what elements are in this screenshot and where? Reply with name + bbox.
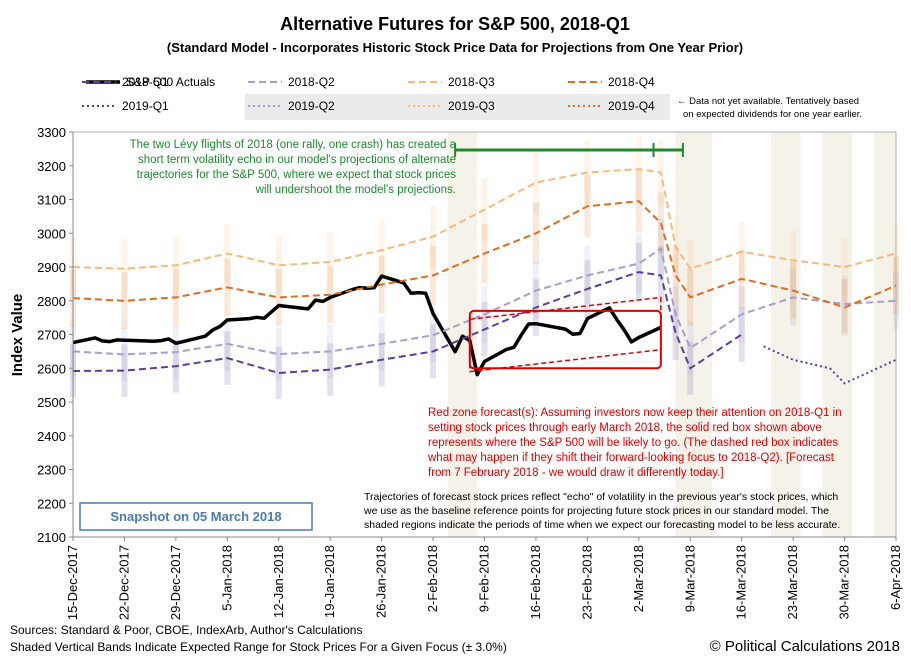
range-band: [275, 235, 282, 295]
footer-bands-note: Shaded Vertical Bands Indicate Expected …: [10, 640, 507, 654]
range-band: [121, 272, 128, 330]
x-tick-label: 22-Dec-2017: [116, 545, 131, 620]
snapshot-box: [79, 502, 313, 531]
legend-entry: 2019-Q3: [448, 99, 495, 113]
series-line-s-p-500-actuals: [72, 274, 662, 377]
x-tick-label: 6-Apr-2018: [888, 545, 903, 610]
range-band: [327, 343, 334, 396]
range-band: [275, 327, 282, 381]
annotation-green-line: The two Lévy flights of 2018 (one rally,…: [130, 139, 457, 151]
y-tick-label: 3100: [37, 193, 66, 208]
annotation-black-line: we use as the baseline reference points …: [363, 505, 829, 517]
x-tick-label: 16-Feb-2018: [528, 545, 543, 619]
x-tick-label: 29-Dec-2017: [168, 545, 183, 620]
range-band: [672, 246, 679, 305]
y-tick-label: 3300: [37, 125, 66, 140]
x-tick-label: 12-Jan-2018: [271, 545, 286, 618]
legend-entry: 2019-Q4: [608, 99, 655, 113]
x-tick-label: 19-Jan-2018: [322, 545, 337, 618]
annotation-green-line: short term volatility echo in our model'…: [138, 154, 456, 166]
x-tick-label: 23-Feb-2018: [579, 545, 594, 619]
annotation-black-line: Trajectories of forecast stock prices re…: [364, 491, 838, 503]
legend-entry: 2018-Q1: [122, 75, 169, 89]
x-tick-label: 30-Mar-2018: [837, 545, 852, 619]
snapshot-label: Snapshot on 05 March 2018: [110, 509, 281, 524]
chart-title: Alternative Futures for S&P 500, 2018-Q1: [280, 14, 630, 34]
annotation-green-line: will undershoot the model's projections.: [255, 184, 456, 196]
annotation-red-line: setting stock prices through early March…: [428, 422, 822, 434]
range-band: [738, 307, 745, 362]
range-band: [532, 150, 539, 215]
y-tick-label: 3000: [37, 226, 66, 241]
footer-copyright: © Political Calculations 2018: [710, 638, 900, 655]
x-tick-label: 15-Dec-2017: [65, 545, 80, 620]
y-axis-label: Index Value: [9, 294, 26, 377]
range-band: [275, 268, 282, 326]
y-tick-label: 3200: [37, 159, 66, 174]
series-line-2018-q3: [72, 168, 897, 270]
legend-entry: 2019-Q2: [288, 99, 335, 113]
series-line-2018-q2: [72, 247, 897, 356]
range-band: [121, 344, 128, 397]
annotation-red-line: represents where the S&P 500 will be lik…: [428, 437, 838, 449]
x-tick-label: 16-Mar-2018: [734, 545, 749, 619]
x-tick-label: 9-Mar-2018: [682, 545, 697, 612]
annotation-red-line: Red zone forecast(s): Assuming investors…: [428, 407, 842, 419]
legend-entry: 2019-Q1: [122, 99, 169, 113]
y-tick-label: 2100: [37, 530, 66, 545]
legend-entry: S&P 500 Actuals: [126, 75, 215, 89]
x-tick-label: 2-Mar-2018: [631, 545, 646, 612]
legend-entry: 2018-Q2: [288, 75, 335, 89]
shaded-region: [873, 132, 896, 537]
legend-note: ← Data not yet available. Tentatively ba…: [677, 96, 859, 107]
range-band: [121, 239, 128, 298]
shaded-region: [771, 132, 801, 537]
range-band: [687, 321, 694, 375]
y-tick-label: 2700: [37, 328, 66, 343]
forecast-box-dashed: [469, 296, 662, 373]
range-band: [327, 232, 334, 292]
y-tick-label: 2400: [37, 429, 66, 444]
x-tick-label: 2-Feb-2018: [425, 545, 440, 612]
y-tick-label: 2800: [37, 294, 66, 309]
legend-entry: 2018-Q4: [608, 75, 655, 89]
range-band: [121, 327, 128, 382]
x-tick-label: 26-Jan-2018: [374, 545, 389, 618]
range-band: [635, 234, 642, 294]
shaded-region: [675, 132, 713, 537]
y-tick-label: 2600: [37, 361, 66, 376]
annotation-red-line: from 7 February 2018 - we would draw it …: [428, 467, 724, 479]
y-tick-label: 2200: [37, 496, 66, 511]
legend-entry: 2018-Q3: [448, 75, 495, 89]
shaded-region: [822, 132, 852, 537]
y-tick-label: 2500: [37, 395, 66, 410]
x-tick-label: 5-Jan-2018: [219, 545, 234, 611]
y-tick-label: 2300: [37, 463, 66, 478]
y-tick-label: 2900: [37, 260, 66, 275]
legend-note: on expected dividends for one year earli…: [683, 109, 862, 120]
series-line-2018-q4: [72, 200, 897, 309]
chart-subtitle: (Standard Model - Incorporates Historic …: [167, 40, 743, 55]
annotation-red-line: what may happen if they shift their forw…: [427, 452, 835, 464]
x-tick-label: 23-Mar-2018: [785, 545, 800, 619]
footer-sources: Sources: Standard & Poor, CBOE, IndexArb…: [10, 623, 362, 637]
range-band: [275, 346, 282, 400]
series-line-2019-q1: [763, 345, 897, 385]
annotation-green-line: trajectories for the S&P 500, where we e…: [137, 169, 457, 181]
range-band: [841, 237, 848, 297]
annotation-black-line: shaded regions indicate the periods of t…: [364, 519, 840, 531]
x-tick-label: 9-Feb-2018: [477, 545, 492, 612]
